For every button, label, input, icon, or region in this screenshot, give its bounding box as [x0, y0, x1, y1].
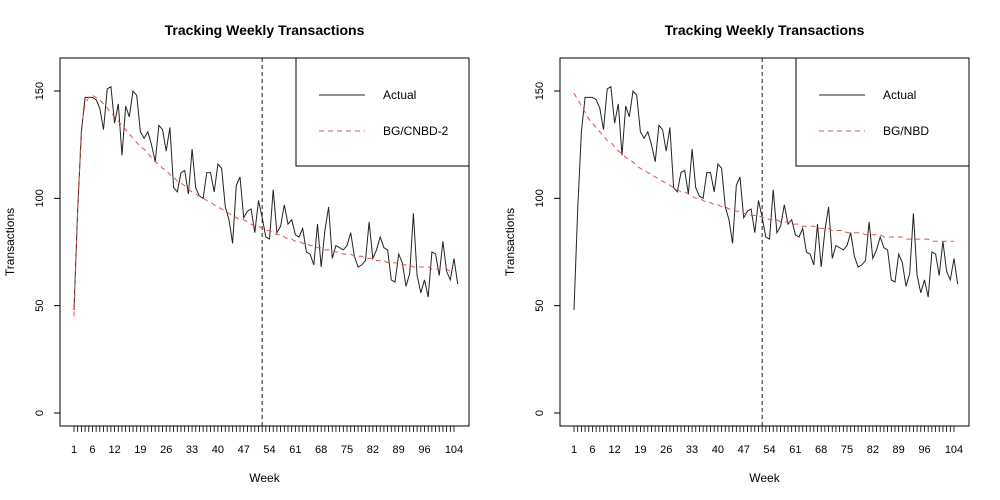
x-tick-label: 26 — [160, 444, 172, 456]
x-tick-label: 6 — [589, 444, 595, 456]
x-tick-label: 61 — [789, 444, 801, 456]
x-axis-label: Week — [749, 471, 780, 485]
y-tick-label: 0 — [34, 410, 46, 416]
x-tick-label: 89 — [893, 444, 905, 456]
x-tick-label: 40 — [212, 444, 224, 456]
y-tick-label: 100 — [34, 189, 46, 207]
y-tick-label: 50 — [34, 300, 46, 312]
y-axis-label: Transactions — [503, 208, 517, 276]
x-tick-label: 26 — [660, 444, 672, 456]
x-tick-label: 19 — [134, 444, 146, 456]
x-tick-label: 12 — [608, 444, 620, 456]
x-tick-label: 33 — [186, 444, 198, 456]
legend-label: Actual — [383, 88, 416, 102]
x-tick-label: 82 — [367, 444, 379, 456]
series-line-bg-nbd — [573, 92, 954, 242]
legend: Actual BG/NBD — [795, 57, 970, 167]
x-tick-label: 61 — [289, 444, 301, 456]
x-tick-label: 75 — [841, 444, 853, 456]
series-line-actual — [73, 85, 459, 311]
x-tick-label: 47 — [738, 444, 750, 456]
x-tick-label: 12 — [108, 444, 120, 456]
legend-label: BG/NBD — [883, 124, 929, 138]
x-tick-label: 104 — [445, 444, 463, 456]
y-tick-label: 150 — [534, 82, 546, 100]
x-tick-label: 33 — [686, 444, 698, 456]
y-tick-label: 0 — [534, 410, 546, 416]
series-line-actual — [573, 85, 959, 311]
legend-box — [795, 57, 970, 167]
x-tick-label: 82 — [867, 444, 879, 456]
x-tick-label: 6 — [89, 444, 95, 456]
x-tick-label: 96 — [918, 444, 930, 456]
x-tick-label: 1 — [571, 444, 577, 456]
chart-title: Tracking Weekly Transactions — [165, 22, 365, 38]
plot-frame — [559, 57, 970, 427]
legend-label: BG/CNBD-2 — [383, 124, 449, 138]
x-tick-label: 19 — [634, 444, 646, 456]
x-tick-label: 54 — [763, 444, 775, 456]
y-tick-label: 50 — [534, 300, 546, 312]
x-tick-label: 104 — [945, 444, 963, 456]
x-tick-label: 47 — [238, 444, 250, 456]
x-tick-label: 40 — [712, 444, 724, 456]
x-tick-label: 1 — [71, 444, 77, 456]
legend-label: Actual — [883, 88, 916, 102]
chart-title: Tracking Weekly Transactions — [665, 22, 865, 38]
legend-box — [295, 57, 470, 167]
plot-frame — [59, 57, 470, 427]
x-tick-label: 68 — [315, 444, 327, 456]
x-tick-label: 96 — [418, 444, 430, 456]
x-axis-label: Week — [249, 471, 280, 485]
x-tick-label: 68 — [815, 444, 827, 456]
series-line-bg-cnbd-2 — [73, 94, 454, 317]
y-tick-label: 150 — [34, 82, 46, 100]
y-axis-label: Transactions — [3, 208, 17, 276]
y-tick-label: 100 — [534, 189, 546, 207]
x-tick-label: 89 — [393, 444, 405, 456]
x-tick-label: 54 — [263, 444, 275, 456]
x-tick-label: 75 — [341, 444, 353, 456]
legend: Actual BG/CNBD-2 — [295, 57, 470, 167]
